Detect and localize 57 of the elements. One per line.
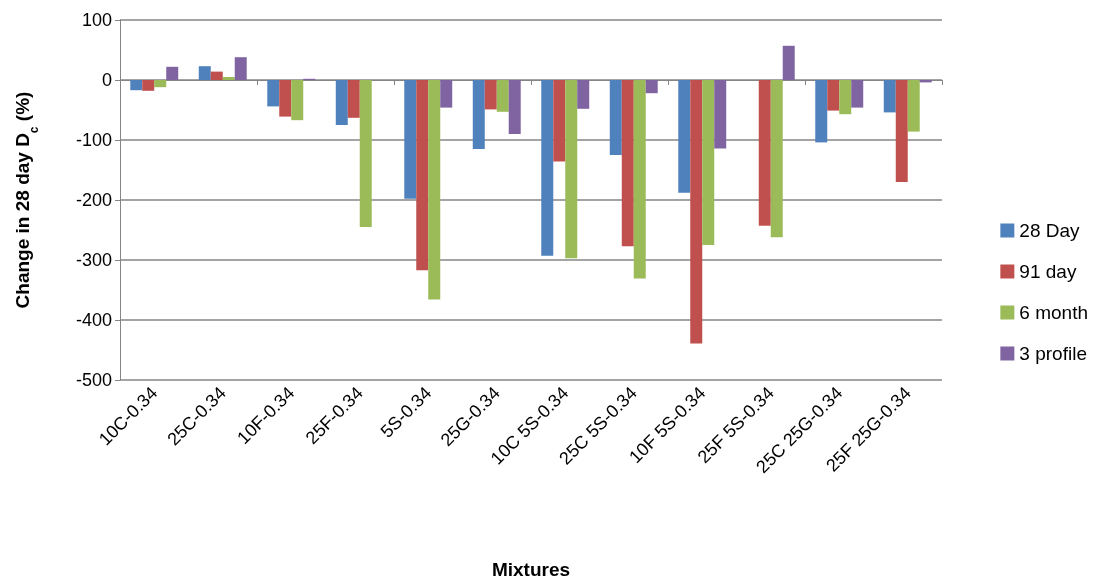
y-tick-label: -500 — [75, 370, 112, 390]
bar — [609, 80, 622, 155]
bar — [714, 80, 727, 149]
bar — [279, 80, 292, 117]
bar — [198, 66, 211, 80]
bar — [577, 80, 590, 109]
y-tick-label: 0 — [101, 70, 112, 90]
y-tick-label: 100 — [81, 10, 112, 30]
bar — [404, 80, 417, 199]
bar — [702, 80, 715, 245]
bar — [142, 80, 155, 91]
bar — [541, 80, 554, 256]
bar — [130, 80, 143, 91]
bar — [166, 66, 179, 80]
bar — [484, 80, 497, 110]
bar — [782, 45, 795, 80]
bar — [851, 80, 864, 108]
bar — [347, 80, 360, 118]
bar — [907, 80, 920, 132]
x-axis-title: Mixtures — [491, 559, 571, 580]
bar — [234, 57, 247, 80]
bar — [621, 80, 634, 247]
bar — [291, 80, 304, 121]
bar — [496, 80, 509, 112]
bar — [267, 80, 280, 107]
bar — [690, 80, 703, 344]
y-tick-label: -300 — [75, 250, 112, 270]
bar — [508, 80, 521, 134]
legend-label: 6 month — [1019, 302, 1088, 323]
bar — [678, 80, 691, 193]
bar — [222, 77, 235, 80]
bar — [428, 80, 441, 300]
bar — [758, 80, 771, 226]
y-tick-label: -200 — [75, 190, 112, 210]
bar — [565, 80, 578, 259]
bar — [335, 80, 348, 125]
y-axis-title: Change in 28 day Dc (%) — [12, 91, 41, 309]
bar — [359, 80, 372, 227]
bar — [883, 80, 896, 113]
y-tick-label: -400 — [75, 310, 112, 330]
bar — [210, 71, 223, 80]
bar — [839, 80, 852, 115]
bar — [553, 80, 566, 162]
legend-label: 91 day — [1019, 261, 1077, 282]
bar — [827, 80, 840, 111]
bar — [416, 80, 429, 271]
bar — [770, 80, 783, 238]
legend-label: 3 profile — [1019, 343, 1087, 364]
bar — [633, 80, 646, 279]
bar — [440, 80, 453, 108]
bar — [645, 80, 658, 94]
bar — [895, 80, 908, 182]
bar — [154, 80, 167, 88]
bar — [472, 80, 485, 149]
y-tick-label: -100 — [75, 130, 112, 150]
bar — [815, 80, 828, 143]
legend-label: 28 Day — [1019, 220, 1081, 241]
